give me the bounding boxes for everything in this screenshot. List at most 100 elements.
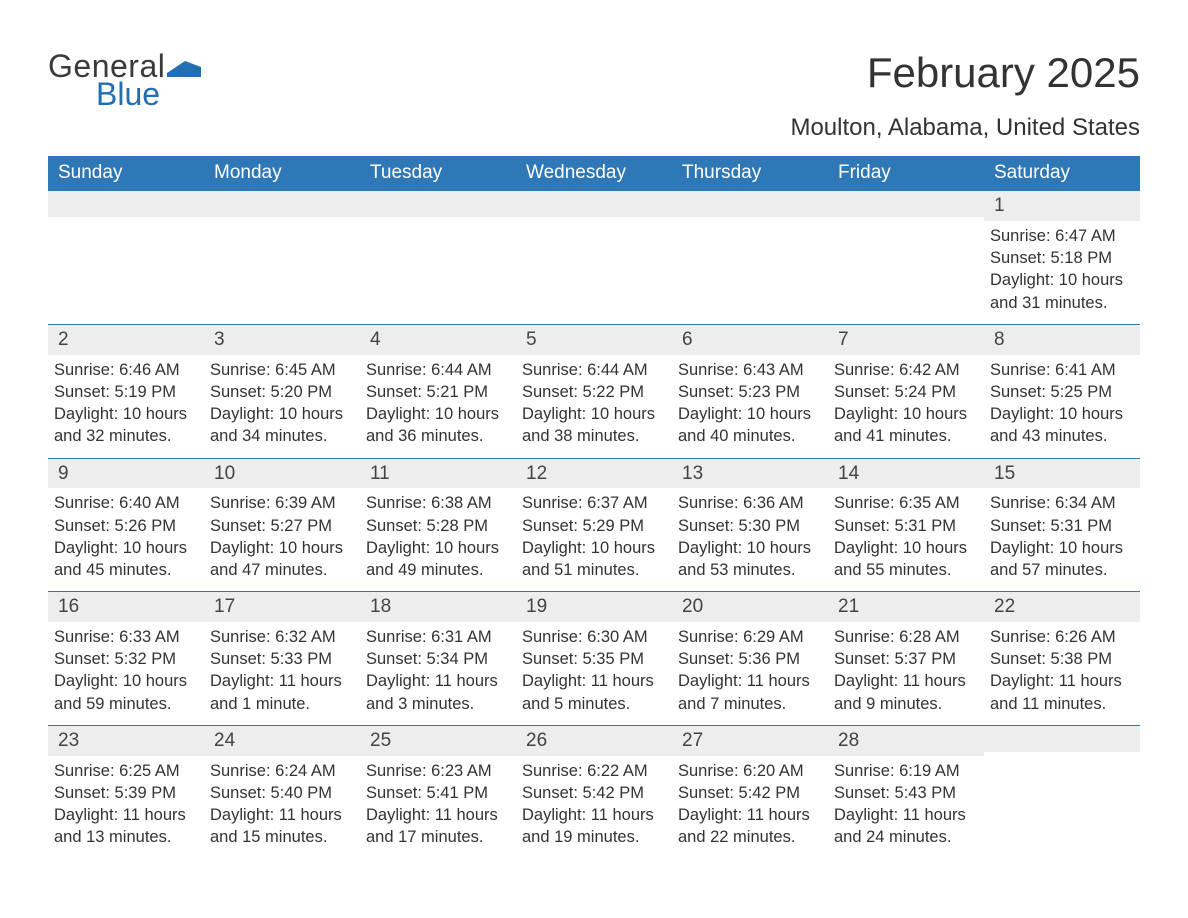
daylight-text: Daylight: 10 hours and 51 minutes. bbox=[522, 537, 666, 582]
sunrise-text: Sunrise: 6:36 AM bbox=[678, 492, 822, 514]
calendar-day: 15Sunrise: 6:34 AMSunset: 5:31 PMDayligh… bbox=[984, 459, 1140, 592]
sunset-text: Sunset: 5:20 PM bbox=[210, 381, 354, 403]
daylight-text: Daylight: 11 hours and 3 minutes. bbox=[366, 670, 510, 715]
day-number: 17 bbox=[204, 592, 360, 622]
sunset-text: Sunset: 5:26 PM bbox=[54, 515, 198, 537]
sunrise-text: Sunrise: 6:42 AM bbox=[834, 359, 978, 381]
calendar-day: 7Sunrise: 6:42 AMSunset: 5:24 PMDaylight… bbox=[828, 325, 984, 458]
sunrise-text: Sunrise: 6:37 AM bbox=[522, 492, 666, 514]
brand-flag-icon bbox=[167, 55, 201, 77]
calendar-day: 5Sunrise: 6:44 AMSunset: 5:22 PMDaylight… bbox=[516, 325, 672, 458]
sunset-text: Sunset: 5:31 PM bbox=[990, 515, 1134, 537]
sunrise-text: Sunrise: 6:40 AM bbox=[54, 492, 198, 514]
day-number bbox=[48, 191, 204, 217]
header-row: General Blue February 2025 Moulton, Alab… bbox=[48, 50, 1140, 142]
day-number bbox=[204, 191, 360, 217]
daylight-text: Daylight: 10 hours and 34 minutes. bbox=[210, 403, 354, 448]
brand-logo: General Blue bbox=[48, 50, 201, 110]
day-number: 13 bbox=[672, 459, 828, 489]
calendar-day: 16Sunrise: 6:33 AMSunset: 5:32 PMDayligh… bbox=[48, 592, 204, 725]
calendar-day: 2Sunrise: 6:46 AMSunset: 5:19 PMDaylight… bbox=[48, 325, 204, 458]
daylight-text: Daylight: 11 hours and 19 minutes. bbox=[522, 804, 666, 849]
day-number: 12 bbox=[516, 459, 672, 489]
calendar-day bbox=[360, 191, 516, 324]
brand-part2: Blue bbox=[96, 78, 201, 110]
day-number: 27 bbox=[672, 726, 828, 756]
calendar-page: General Blue February 2025 Moulton, Alab… bbox=[0, 0, 1188, 899]
sunrise-text: Sunrise: 6:25 AM bbox=[54, 760, 198, 782]
daylight-text: Daylight: 11 hours and 9 minutes. bbox=[834, 670, 978, 715]
sunrise-text: Sunrise: 6:34 AM bbox=[990, 492, 1134, 514]
daylight-text: Daylight: 10 hours and 43 minutes. bbox=[990, 403, 1134, 448]
sunset-text: Sunset: 5:24 PM bbox=[834, 381, 978, 403]
dow-monday: Monday bbox=[204, 156, 360, 191]
dow-saturday: Saturday bbox=[984, 156, 1140, 191]
sunset-text: Sunset: 5:22 PM bbox=[522, 381, 666, 403]
sunrise-text: Sunrise: 6:39 AM bbox=[210, 492, 354, 514]
dow-thursday: Thursday bbox=[672, 156, 828, 191]
calendar-day: 25Sunrise: 6:23 AMSunset: 5:41 PMDayligh… bbox=[360, 726, 516, 859]
calendar-day bbox=[48, 191, 204, 324]
day-number: 26 bbox=[516, 726, 672, 756]
calendar-day: 1Sunrise: 6:47 AMSunset: 5:18 PMDaylight… bbox=[984, 191, 1140, 324]
sunset-text: Sunset: 5:19 PM bbox=[54, 381, 198, 403]
sunrise-text: Sunrise: 6:44 AM bbox=[366, 359, 510, 381]
calendar-day bbox=[984, 726, 1140, 859]
sunset-text: Sunset: 5:32 PM bbox=[54, 648, 198, 670]
sunset-text: Sunset: 5:40 PM bbox=[210, 782, 354, 804]
sunset-text: Sunset: 5:27 PM bbox=[210, 515, 354, 537]
daylight-text: Daylight: 11 hours and 13 minutes. bbox=[54, 804, 198, 849]
sunrise-text: Sunrise: 6:44 AM bbox=[522, 359, 666, 381]
sunset-text: Sunset: 5:33 PM bbox=[210, 648, 354, 670]
calendar-day: 22Sunrise: 6:26 AMSunset: 5:38 PMDayligh… bbox=[984, 592, 1140, 725]
day-number: 25 bbox=[360, 726, 516, 756]
title-block: February 2025 Moulton, Alabama, United S… bbox=[790, 50, 1140, 142]
daylight-text: Daylight: 10 hours and 32 minutes. bbox=[54, 403, 198, 448]
sunset-text: Sunset: 5:35 PM bbox=[522, 648, 666, 670]
calendar-day: 10Sunrise: 6:39 AMSunset: 5:27 PMDayligh… bbox=[204, 459, 360, 592]
daylight-text: Daylight: 10 hours and 49 minutes. bbox=[366, 537, 510, 582]
sunrise-text: Sunrise: 6:20 AM bbox=[678, 760, 822, 782]
day-number: 11 bbox=[360, 459, 516, 489]
daylight-text: Daylight: 10 hours and 36 minutes. bbox=[366, 403, 510, 448]
daylight-text: Daylight: 10 hours and 59 minutes. bbox=[54, 670, 198, 715]
sunrise-text: Sunrise: 6:29 AM bbox=[678, 626, 822, 648]
daylight-text: Daylight: 10 hours and 57 minutes. bbox=[990, 537, 1134, 582]
sunrise-text: Sunrise: 6:31 AM bbox=[366, 626, 510, 648]
calendar-day: 12Sunrise: 6:37 AMSunset: 5:29 PMDayligh… bbox=[516, 459, 672, 592]
sunset-text: Sunset: 5:42 PM bbox=[522, 782, 666, 804]
sunrise-text: Sunrise: 6:28 AM bbox=[834, 626, 978, 648]
calendar-day: 8Sunrise: 6:41 AMSunset: 5:25 PMDaylight… bbox=[984, 325, 1140, 458]
calendar-day: 21Sunrise: 6:28 AMSunset: 5:37 PMDayligh… bbox=[828, 592, 984, 725]
calendar-day: 11Sunrise: 6:38 AMSunset: 5:28 PMDayligh… bbox=[360, 459, 516, 592]
day-number bbox=[360, 191, 516, 217]
sunset-text: Sunset: 5:34 PM bbox=[366, 648, 510, 670]
daylight-text: Daylight: 11 hours and 7 minutes. bbox=[678, 670, 822, 715]
day-number: 1 bbox=[984, 191, 1140, 221]
daylight-text: Daylight: 11 hours and 17 minutes. bbox=[366, 804, 510, 849]
day-number bbox=[672, 191, 828, 217]
day-number: 4 bbox=[360, 325, 516, 355]
location-subtitle: Moulton, Alabama, United States bbox=[790, 114, 1140, 142]
calendar-week: 23Sunrise: 6:25 AMSunset: 5:39 PMDayligh… bbox=[48, 725, 1140, 859]
calendar-week: 16Sunrise: 6:33 AMSunset: 5:32 PMDayligh… bbox=[48, 591, 1140, 725]
daylight-text: Daylight: 11 hours and 15 minutes. bbox=[210, 804, 354, 849]
sunrise-text: Sunrise: 6:41 AM bbox=[990, 359, 1134, 381]
day-number: 23 bbox=[48, 726, 204, 756]
sunrise-text: Sunrise: 6:47 AM bbox=[990, 225, 1134, 247]
daylight-text: Daylight: 11 hours and 11 minutes. bbox=[990, 670, 1134, 715]
day-number: 2 bbox=[48, 325, 204, 355]
calendar-week: 9Sunrise: 6:40 AMSunset: 5:26 PMDaylight… bbox=[48, 458, 1140, 592]
calendar-day: 20Sunrise: 6:29 AMSunset: 5:36 PMDayligh… bbox=[672, 592, 828, 725]
day-number: 10 bbox=[204, 459, 360, 489]
calendar-grid: Sunday Monday Tuesday Wednesday Thursday… bbox=[48, 156, 1140, 859]
calendar-day: 24Sunrise: 6:24 AMSunset: 5:40 PMDayligh… bbox=[204, 726, 360, 859]
calendar-day: 23Sunrise: 6:25 AMSunset: 5:39 PMDayligh… bbox=[48, 726, 204, 859]
sunset-text: Sunset: 5:42 PM bbox=[678, 782, 822, 804]
sunrise-text: Sunrise: 6:32 AM bbox=[210, 626, 354, 648]
daylight-text: Daylight: 10 hours and 53 minutes. bbox=[678, 537, 822, 582]
sunset-text: Sunset: 5:38 PM bbox=[990, 648, 1134, 670]
daylight-text: Daylight: 11 hours and 1 minute. bbox=[210, 670, 354, 715]
sunrise-text: Sunrise: 6:35 AM bbox=[834, 492, 978, 514]
day-number: 5 bbox=[516, 325, 672, 355]
